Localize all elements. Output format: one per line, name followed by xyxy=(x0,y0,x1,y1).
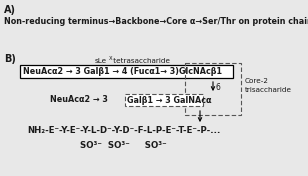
Bar xyxy=(125,94,203,106)
Text: B): B) xyxy=(4,54,16,64)
Text: NH₂-E⁻-Y-E⁻-Y-L-D⁻-Y-D⁻-F-L-P-E⁻-T-E⁻-P-...: NH₂-E⁻-Y-E⁻-Y-L-D⁻-Y-D⁻-F-L-P-E⁻-T-E⁻-P-… xyxy=(27,126,221,135)
Text: X: X xyxy=(108,55,112,61)
Text: Galβ1 → 3 GalNAcα: Galβ1 → 3 GalNAcα xyxy=(127,96,212,105)
Text: Non-reducing terminus→Backbone→Core α→Ser/Thr on protein chain: Non-reducing terminus→Backbone→Core α→Se… xyxy=(4,17,308,26)
Text: tetrasaccharide: tetrasaccharide xyxy=(111,58,170,64)
Text: trisaccharide: trisaccharide xyxy=(245,87,292,93)
Text: 6: 6 xyxy=(216,83,221,92)
Text: NeuAcα2 → 3: NeuAcα2 → 3 xyxy=(50,95,111,104)
Text: Core-2: Core-2 xyxy=(245,78,269,84)
Text: sLe: sLe xyxy=(95,58,107,64)
Bar xyxy=(185,63,241,115)
Text: NeuAcα2 → 3 Galβ1 → 4 (Fucα1→ 3)GlcNAcβ1: NeuAcα2 → 3 Galβ1 → 4 (Fucα1→ 3)GlcNAcβ1 xyxy=(23,67,222,76)
Text: A): A) xyxy=(4,5,16,15)
Text: SO³⁻  SO³⁻     SO³⁻: SO³⁻ SO³⁻ SO³⁻ xyxy=(80,141,167,150)
Bar xyxy=(20,65,233,78)
